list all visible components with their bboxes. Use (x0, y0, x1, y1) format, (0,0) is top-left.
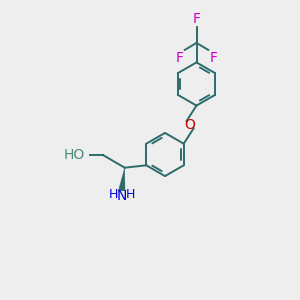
Text: F: F (175, 51, 183, 65)
Text: HO: HO (63, 148, 85, 162)
Text: F: F (210, 51, 218, 65)
Text: N: N (116, 189, 127, 203)
Text: H: H (126, 188, 135, 201)
Text: H: H (109, 188, 118, 201)
Text: O: O (185, 118, 196, 132)
Polygon shape (118, 168, 125, 191)
Text: F: F (193, 12, 200, 26)
